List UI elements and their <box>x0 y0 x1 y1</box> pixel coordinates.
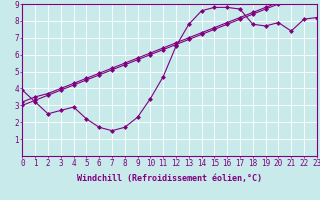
X-axis label: Windchill (Refroidissement éolien,°C): Windchill (Refroidissement éolien,°C) <box>77 174 262 183</box>
